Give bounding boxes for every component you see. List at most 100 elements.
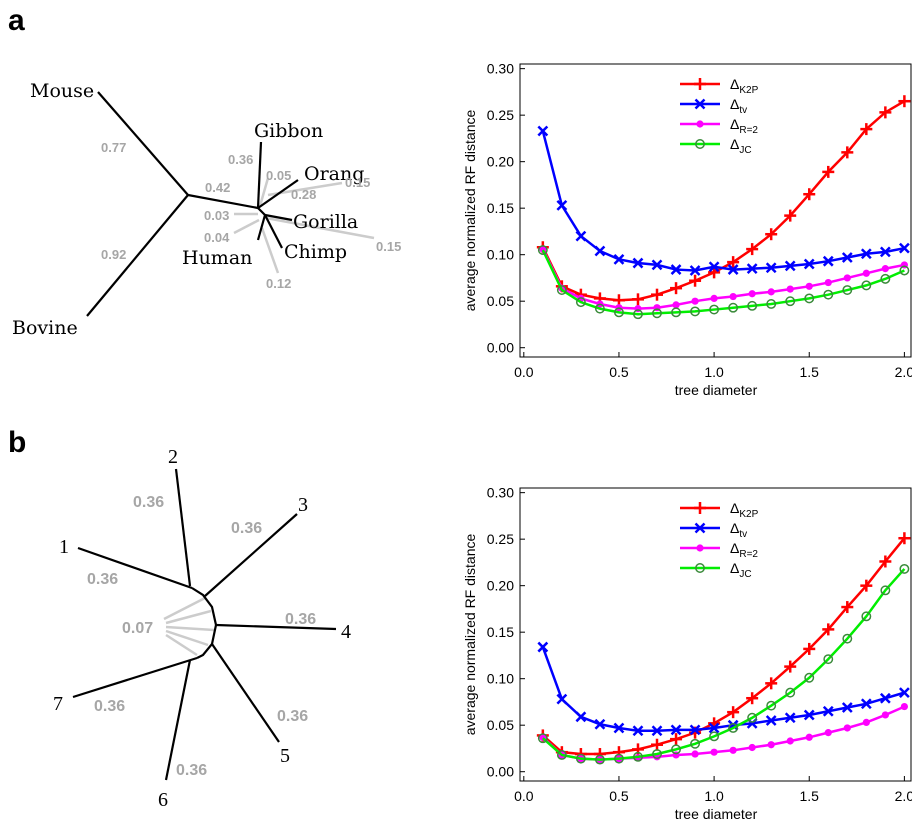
series-k2p xyxy=(536,95,911,307)
data-point xyxy=(822,255,834,267)
y-tick-label: 0.25 xyxy=(487,531,514,547)
y-tick-label: 0.00 xyxy=(487,764,514,780)
series-jc xyxy=(537,245,910,320)
legend-marker xyxy=(694,522,706,534)
data-point xyxy=(748,743,756,752)
y-axis-label: average normalized RF distance xyxy=(462,534,478,736)
data-point xyxy=(785,687,796,698)
data-point xyxy=(614,753,624,764)
data-point xyxy=(823,289,834,300)
data-point xyxy=(879,106,892,119)
data-point xyxy=(803,709,815,721)
data-point xyxy=(631,293,644,306)
data-point xyxy=(881,711,889,719)
data-point xyxy=(746,692,759,705)
taxon-7: 7 xyxy=(53,693,63,715)
data-point xyxy=(898,532,911,545)
data-point xyxy=(860,248,872,260)
plot-frame xyxy=(519,63,912,358)
data-point xyxy=(594,303,605,314)
data-point xyxy=(594,245,606,257)
branch-length: 0.77 xyxy=(101,140,126,155)
panel-letter-a: a xyxy=(8,4,25,37)
branch-length: 0.36 xyxy=(176,762,207,779)
data-point xyxy=(841,702,853,713)
branch-length: 0.03 xyxy=(204,208,229,223)
legend-label: Δtv xyxy=(730,520,747,540)
taxon-3: 3 xyxy=(298,494,308,516)
data-point xyxy=(632,725,644,737)
y-tick-label: 0.20 xyxy=(487,154,514,170)
data-point xyxy=(575,753,586,764)
data-point xyxy=(747,712,758,723)
data-point xyxy=(671,744,681,755)
data-point xyxy=(822,705,834,717)
data-point xyxy=(766,299,777,309)
y-tick-label: 0.15 xyxy=(487,624,514,640)
tree-a-branches xyxy=(86,91,299,317)
taxon-gorilla: Gorilla xyxy=(293,211,358,233)
y-tick-label: 0.10 xyxy=(487,247,514,263)
series-line xyxy=(541,130,905,272)
tree-b-branches xyxy=(72,468,337,781)
data-point xyxy=(671,307,681,318)
branch-length: 0.07 xyxy=(122,620,153,637)
data-point xyxy=(843,274,851,282)
y-tick-label: 0.15 xyxy=(487,200,514,216)
data-point xyxy=(690,306,701,317)
data-point xyxy=(804,672,815,683)
data-point xyxy=(899,242,910,254)
data-point xyxy=(614,307,624,318)
y-tick-label: 0.30 xyxy=(487,485,514,501)
data-point xyxy=(539,245,547,253)
tree-a-diagram: Mouse Bovine Gibbon Orang Gorilla Chimp … xyxy=(12,80,401,339)
data-point xyxy=(575,230,587,242)
data-point xyxy=(727,706,740,719)
data-point xyxy=(861,280,872,291)
legend-entry: Δtv xyxy=(680,520,747,540)
data-point xyxy=(805,282,813,290)
legend-label: ΔK2P xyxy=(730,76,759,96)
x-tick-label: 1.0 xyxy=(704,788,724,804)
legend-entry: Δtv xyxy=(680,96,747,116)
series-line xyxy=(542,568,906,761)
data-point xyxy=(575,711,587,723)
data-point xyxy=(672,301,680,309)
data-point xyxy=(670,264,682,275)
legend-marker xyxy=(696,120,704,128)
data-point xyxy=(575,297,586,308)
branch-length: 0.04 xyxy=(204,230,230,245)
legend-marker xyxy=(695,563,705,573)
data-point xyxy=(765,228,778,241)
data-point xyxy=(652,749,662,759)
legend-label: ΔJC xyxy=(730,560,752,580)
y-tick-label: 0.30 xyxy=(487,61,514,77)
branch-length: 0.36 xyxy=(94,698,125,715)
data-point xyxy=(537,125,549,137)
x-tick-label: 0.5 xyxy=(609,788,629,804)
taxon-2: 2 xyxy=(168,446,178,468)
tree-b-diagram: 1 2 3 4 5 6 7 0.36 0.36 0.36 0.36 0.36 0… xyxy=(53,446,351,811)
legend-entry: ΔJC xyxy=(680,560,752,580)
data-point xyxy=(556,693,568,705)
data-point xyxy=(862,269,870,277)
data-point xyxy=(765,677,778,690)
branch-length: 0.36 xyxy=(228,152,253,167)
data-point xyxy=(613,722,625,734)
tree-b-leader-lines xyxy=(163,596,215,657)
data-point xyxy=(880,585,891,596)
legend-marker xyxy=(696,544,704,552)
data-point xyxy=(900,702,908,711)
data-point xyxy=(691,750,699,758)
data-point xyxy=(710,748,718,756)
data-point xyxy=(879,555,892,568)
data-point xyxy=(804,293,815,304)
data-point xyxy=(824,729,832,737)
data-point xyxy=(537,641,549,653)
y-tick-label: 0.20 xyxy=(487,578,514,594)
x-tick-label: 0.0 xyxy=(514,364,534,380)
data-point xyxy=(899,563,910,574)
x-tick-label: 1.0 xyxy=(704,364,724,380)
y-tick-label: 0.25 xyxy=(487,107,514,123)
data-point xyxy=(652,308,662,319)
